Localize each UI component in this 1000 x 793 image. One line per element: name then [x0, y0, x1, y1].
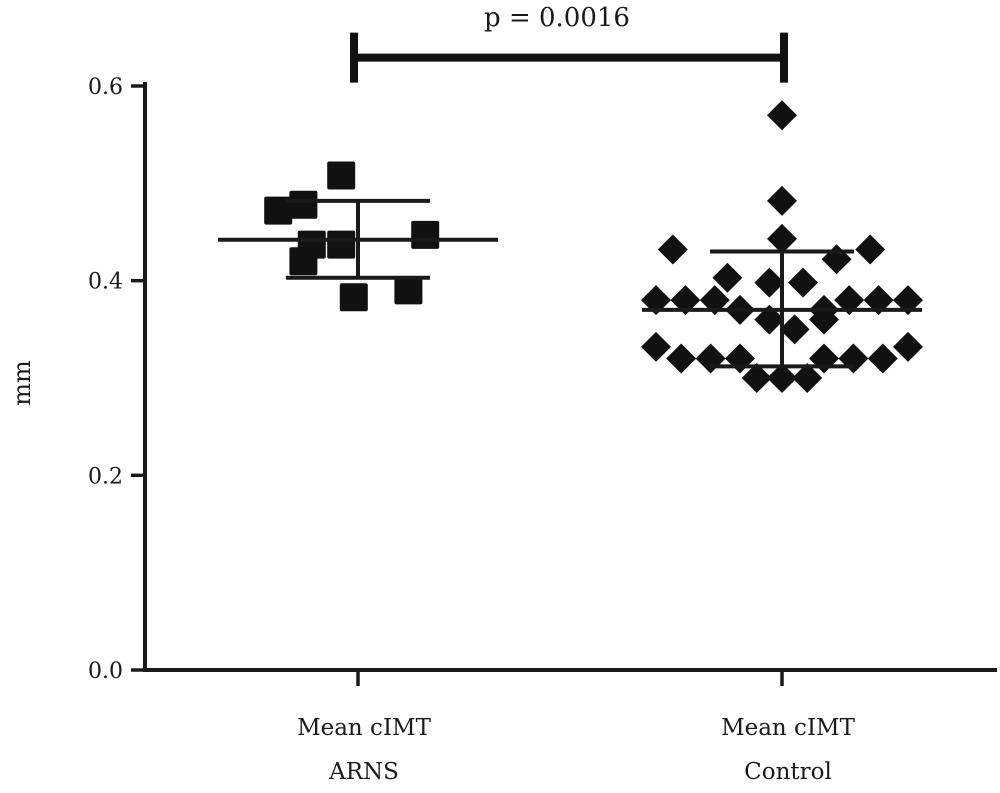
data-point-diamond	[670, 285, 701, 316]
x-category-label-line2: ARNS	[328, 759, 399, 785]
data-point-diamond	[741, 363, 772, 393]
data-point-diamond	[867, 343, 898, 374]
data-point-diamond	[792, 363, 823, 393]
y-tick-label: 0.2	[88, 464, 123, 489]
data-point-square	[289, 247, 318, 276]
y-tick-label: 0.0	[88, 659, 123, 684]
data-point-square	[289, 190, 318, 219]
data-point-diamond	[666, 343, 697, 374]
data-point-diamond	[725, 343, 755, 374]
data-point-square	[327, 161, 356, 190]
data-point-diamond	[767, 100, 797, 131]
data-point-diamond	[863, 285, 894, 316]
data-point-diamond	[838, 343, 869, 374]
x-category-label-line1: Mean cIMT	[297, 715, 432, 741]
axes	[131, 82, 997, 686]
data-point-diamond	[893, 285, 923, 316]
data-point-diamond	[893, 331, 923, 362]
data-point-square	[411, 220, 440, 249]
data-point-diamond	[809, 304, 839, 335]
data-point-diamond	[809, 343, 839, 374]
data-point-square	[327, 230, 356, 259]
data-point-diamond	[695, 343, 726, 374]
data-point-diamond	[754, 267, 785, 298]
series-arns	[218, 161, 498, 312]
x-category-label-line1: Mean cIMT	[721, 715, 856, 741]
data-point-diamond	[767, 185, 797, 216]
data-point-square	[394, 276, 423, 305]
data-point-diamond	[657, 234, 688, 265]
data-point-diamond	[641, 331, 671, 362]
data-point-square	[264, 196, 293, 225]
data-point-square	[339, 283, 368, 312]
y-tick-label: 0.6	[88, 75, 123, 100]
y-tick-label: 0.4	[88, 270, 123, 295]
data-point-diamond	[821, 244, 852, 275]
chart-marks	[218, 32, 923, 393]
data-point-diamond	[754, 304, 785, 335]
p-value-annotation: p = 0.0016	[484, 3, 630, 33]
data-point-diamond	[788, 267, 818, 298]
data-point-diamond	[641, 285, 671, 316]
data-point-diamond	[855, 234, 886, 265]
data-point-diamond	[779, 314, 810, 345]
data-point-diamond	[767, 223, 797, 254]
x-category-label-line2: Control	[744, 759, 832, 785]
series-control	[641, 100, 923, 393]
y-axis-label: mm	[8, 360, 36, 406]
data-point-diamond	[834, 285, 865, 316]
data-point-diamond	[712, 262, 743, 293]
data-point-diamond	[767, 363, 797, 393]
chart-labels: 0.0 0.2 0.4 0.6 mm Mean cIMT ARNS Mean cIMT Cont…	[8, 3, 856, 785]
data-point-diamond	[699, 285, 730, 316]
